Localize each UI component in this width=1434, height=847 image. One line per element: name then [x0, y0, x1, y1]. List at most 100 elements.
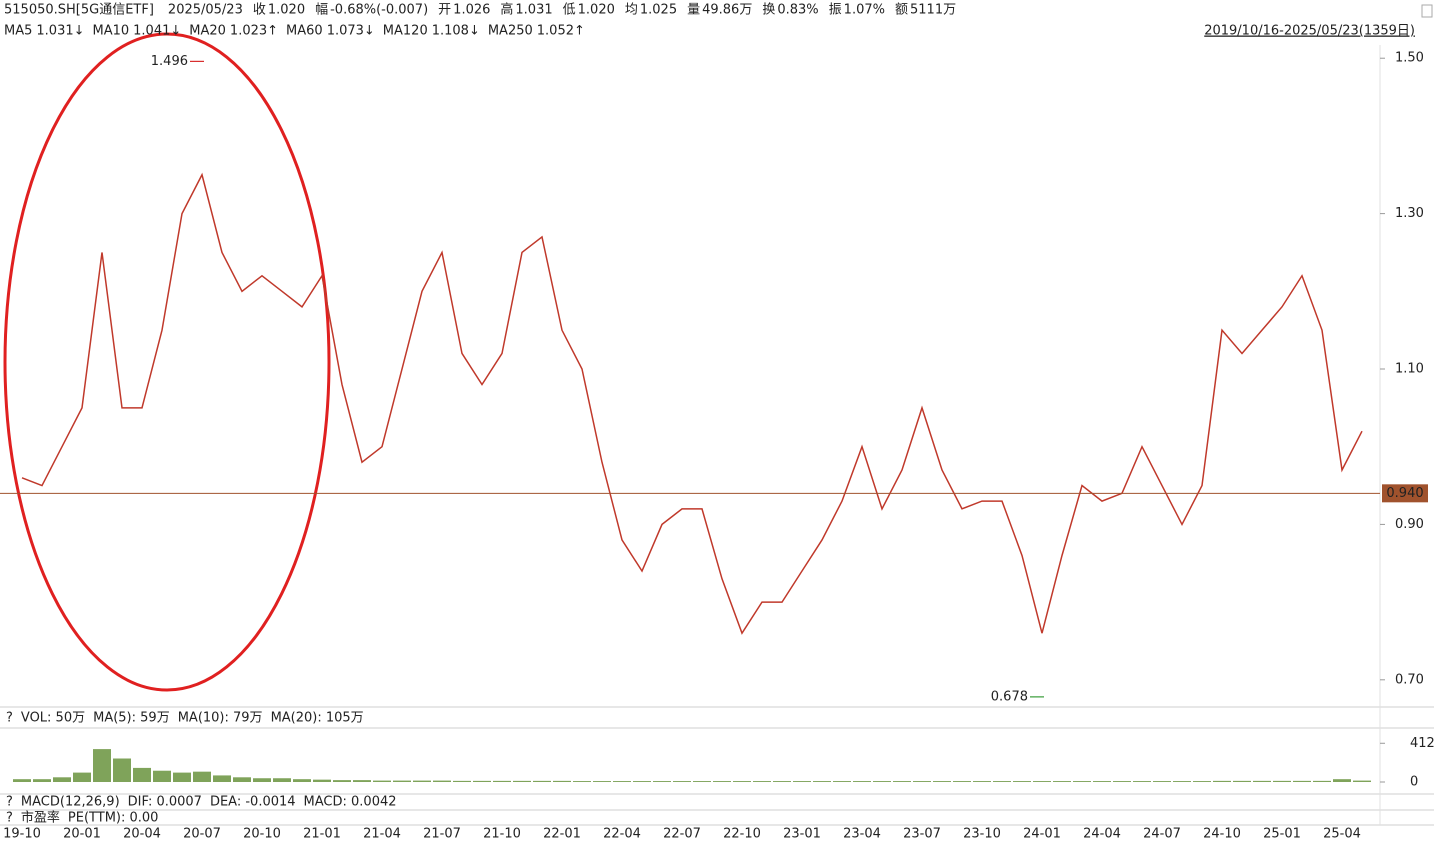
volume-bar [613, 781, 631, 782]
x-tick-label: 23-01 [783, 827, 821, 842]
ma-value: 1.031↓ [36, 24, 84, 39]
price-line [21, 172, 1363, 635]
ma-value: 1.052↑ [537, 24, 585, 39]
x-tick-label: 24-10 [1203, 827, 1241, 842]
x-tick-label: 23-04 [843, 827, 881, 842]
volume-bar [633, 781, 651, 782]
x-tick-label: 23-07 [903, 827, 941, 842]
y-tick-label: 1.30 [1395, 206, 1424, 221]
volume-bar [1033, 781, 1051, 782]
field-label: 开 [438, 3, 451, 18]
volume-bar [1113, 781, 1131, 782]
volume-bar [833, 781, 851, 782]
legend-text: MA(5): 59万 [93, 711, 170, 726]
volume-bar [553, 780, 571, 782]
volume-bar [1333, 779, 1351, 782]
quote-date: 2025/05/23 [168, 3, 243, 18]
legend-text: DIF: 0.0007 [128, 795, 202, 810]
volume-bar [1273, 780, 1291, 782]
x-tick-label: 25-04 [1323, 827, 1361, 842]
field-label: 幅 [315, 3, 328, 18]
field-label: 振 [829, 3, 842, 18]
ma-value: 1.108↓ [432, 24, 480, 39]
volume-bar [453, 780, 471, 782]
volume-bar [273, 778, 291, 782]
legend-text: DEA: -0.0014 [210, 795, 296, 810]
field-value: 1.031 [515, 3, 552, 18]
ma-value: 1.073↓ [327, 24, 375, 39]
volume-bar [1093, 781, 1111, 782]
current-price-badge [1382, 484, 1428, 503]
x-tick-label: 21-01 [303, 827, 341, 842]
field-label: 量 [687, 3, 700, 18]
x-tick-label: 21-04 [363, 827, 401, 842]
x-tick-label: 20-01 [63, 827, 101, 842]
ma-value: 1.023↑ [230, 24, 278, 39]
volume-bar [853, 781, 871, 782]
volume-bar [1073, 781, 1091, 782]
volume-bar [1153, 781, 1171, 782]
volume-bar [233, 777, 251, 782]
x-tick-label: 21-07 [423, 827, 461, 842]
y-tick-label: 1.50 [1395, 51, 1424, 66]
field-label: 收 [253, 3, 266, 18]
volume-bar [1233, 780, 1251, 782]
field-label: 高 [500, 2, 513, 18]
volume-bar [913, 781, 931, 782]
legend-text: 市盈率 [21, 810, 60, 826]
extreme-label: 1.496 [151, 54, 188, 69]
volume-bar [873, 781, 891, 782]
ma-label: MA120 [383, 24, 428, 39]
y-tick-label: 1.10 [1395, 362, 1424, 377]
field-value: 5111万 [910, 3, 956, 18]
volume-bar [253, 778, 271, 782]
ma-label: MA5 [4, 24, 32, 39]
field-value: 1.020 [268, 3, 305, 18]
volume-bar [413, 780, 431, 782]
y-tick-label: 0 [1410, 775, 1418, 790]
volume-bar [1253, 780, 1271, 782]
legend-text: PE(TTM): 0.00 [68, 811, 159, 826]
volume-bar [193, 771, 211, 782]
x-tick-label: 22-01 [543, 827, 581, 842]
volume-bar [893, 781, 911, 782]
security-code: 515050.SH[5G通信ETF] [4, 3, 154, 18]
y-tick-label: 0.70 [1395, 672, 1424, 687]
volume-bar [933, 781, 951, 782]
volume-bar [753, 781, 771, 782]
field-value: 49.86万 [702, 3, 752, 18]
legend-text: MA(20): 105万 [271, 711, 364, 726]
volume-bar [1133, 781, 1151, 782]
field-value: -0.68%(-0.007) [330, 3, 428, 18]
volume-bar [433, 780, 451, 782]
x-tick-label: 20-04 [123, 827, 161, 842]
x-tick-label: 22-10 [723, 827, 761, 842]
volume-bar [573, 781, 591, 782]
volume-bar [293, 779, 311, 782]
volume-bar [113, 758, 131, 782]
ma-label: MA250 [488, 24, 533, 39]
x-tick-label: 23-10 [963, 827, 1001, 842]
volume-bar [93, 749, 111, 782]
highlight-ellipse [3, 32, 331, 692]
x-tick-label: 20-10 [243, 827, 281, 842]
legend-text: ? [6, 795, 13, 810]
x-tick-label: 22-04 [603, 827, 641, 842]
volume-bar [173, 772, 191, 782]
volume-bar [593, 781, 611, 782]
y-tick-label: 4120万 [1410, 736, 1434, 751]
extreme-label: 0.678 [991, 689, 1028, 704]
volume-bar [673, 781, 691, 782]
volume-bar [953, 781, 971, 782]
date-range[interactable]: 2019/10/16-2025/05/23(1359日) [1204, 24, 1415, 39]
volume-bar [133, 767, 151, 782]
volume-bar [53, 777, 71, 782]
volume-bar [393, 780, 411, 782]
panel-icon[interactable] [1421, 4, 1433, 18]
field-value: 1.020 [578, 3, 615, 18]
volume-bar [1313, 780, 1331, 782]
legend-text: ? [6, 811, 13, 826]
field-value: 1.026 [453, 3, 490, 18]
volume-bar [793, 781, 811, 782]
